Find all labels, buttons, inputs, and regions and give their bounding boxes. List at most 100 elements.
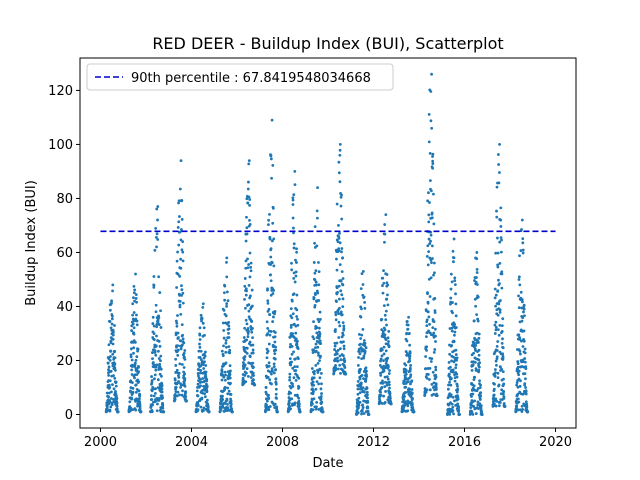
data-point <box>269 293 273 297</box>
data-point <box>112 330 115 334</box>
data-point <box>153 373 157 377</box>
data-point <box>292 242 296 246</box>
data-point <box>493 382 496 386</box>
data-point <box>150 351 154 354</box>
data-point <box>339 310 343 314</box>
data-point <box>495 399 498 403</box>
data-point <box>452 340 456 344</box>
data-point <box>290 352 294 356</box>
data-point <box>405 339 409 343</box>
data-point <box>246 266 250 270</box>
data-point <box>270 176 273 180</box>
data-point <box>521 345 525 348</box>
data-point <box>157 275 161 279</box>
data-point <box>289 386 293 390</box>
data-point <box>227 324 231 328</box>
data-point <box>314 280 318 284</box>
data-point <box>292 322 296 326</box>
data-point <box>425 348 428 352</box>
data-point <box>156 218 159 222</box>
data-point <box>356 392 360 396</box>
data-point <box>246 257 249 261</box>
data-point <box>477 407 480 411</box>
data-point <box>268 370 272 374</box>
data-point <box>201 377 205 380</box>
data-point <box>222 329 226 332</box>
data-point <box>524 377 527 381</box>
data-point <box>161 396 164 400</box>
data-point <box>130 329 133 332</box>
data-point <box>229 397 232 401</box>
data-point <box>456 397 460 401</box>
data-point <box>495 349 499 352</box>
data-point <box>496 340 500 343</box>
data-point <box>365 375 368 378</box>
data-point <box>185 399 188 403</box>
data-point <box>318 367 322 371</box>
data-point <box>434 375 438 379</box>
data-point <box>288 335 292 339</box>
data-point <box>521 248 525 252</box>
data-point <box>297 404 301 408</box>
data-point <box>200 396 204 400</box>
data-point <box>311 408 315 412</box>
data-point <box>271 320 275 323</box>
data-point <box>424 390 428 394</box>
data-point <box>227 320 231 324</box>
data-point <box>108 308 112 312</box>
data-point <box>221 373 225 377</box>
data-point <box>449 287 453 291</box>
data-point <box>311 351 315 354</box>
data-point <box>317 283 321 287</box>
data-point <box>339 195 343 199</box>
data-point <box>502 402 506 405</box>
data-point <box>160 383 164 387</box>
data-point <box>456 402 460 406</box>
data-point <box>176 354 180 357</box>
data-point <box>196 372 200 375</box>
data-point <box>248 275 252 279</box>
data-point <box>389 402 393 406</box>
data-point <box>359 342 362 346</box>
data-point <box>340 313 344 317</box>
data-point <box>497 163 501 166</box>
data-point <box>294 274 298 278</box>
data-point <box>429 276 433 280</box>
data-point <box>318 359 321 362</box>
data-point <box>184 390 187 394</box>
data-point <box>292 226 295 230</box>
data-point <box>176 314 179 317</box>
data-point <box>343 366 347 369</box>
data-point <box>318 339 322 343</box>
data-point <box>363 350 367 353</box>
data-point <box>180 248 184 252</box>
data-point <box>494 328 498 332</box>
data-point <box>383 313 387 317</box>
data-point <box>251 348 255 352</box>
data-point <box>493 368 497 371</box>
data-point <box>502 382 506 386</box>
data-point <box>386 336 390 340</box>
data-point <box>225 302 229 306</box>
data-point <box>270 367 274 371</box>
data-point <box>110 403 114 407</box>
data-point <box>265 320 269 324</box>
data-point <box>406 327 410 331</box>
legend-label: 90th percentile : 67.8419548034668 <box>131 71 371 86</box>
data-point <box>314 283 318 287</box>
data-point <box>451 409 455 413</box>
data-point <box>154 344 158 348</box>
data-point <box>516 385 520 389</box>
data-point <box>273 335 277 339</box>
data-point <box>174 364 178 367</box>
data-point <box>379 393 383 397</box>
data-point <box>274 348 278 352</box>
data-point <box>475 251 479 254</box>
data-point <box>267 364 271 368</box>
data-point <box>380 318 384 321</box>
data-point <box>274 392 278 396</box>
data-point <box>356 379 360 383</box>
data-point <box>292 231 295 235</box>
data-point <box>229 402 233 406</box>
data-point <box>155 363 159 367</box>
